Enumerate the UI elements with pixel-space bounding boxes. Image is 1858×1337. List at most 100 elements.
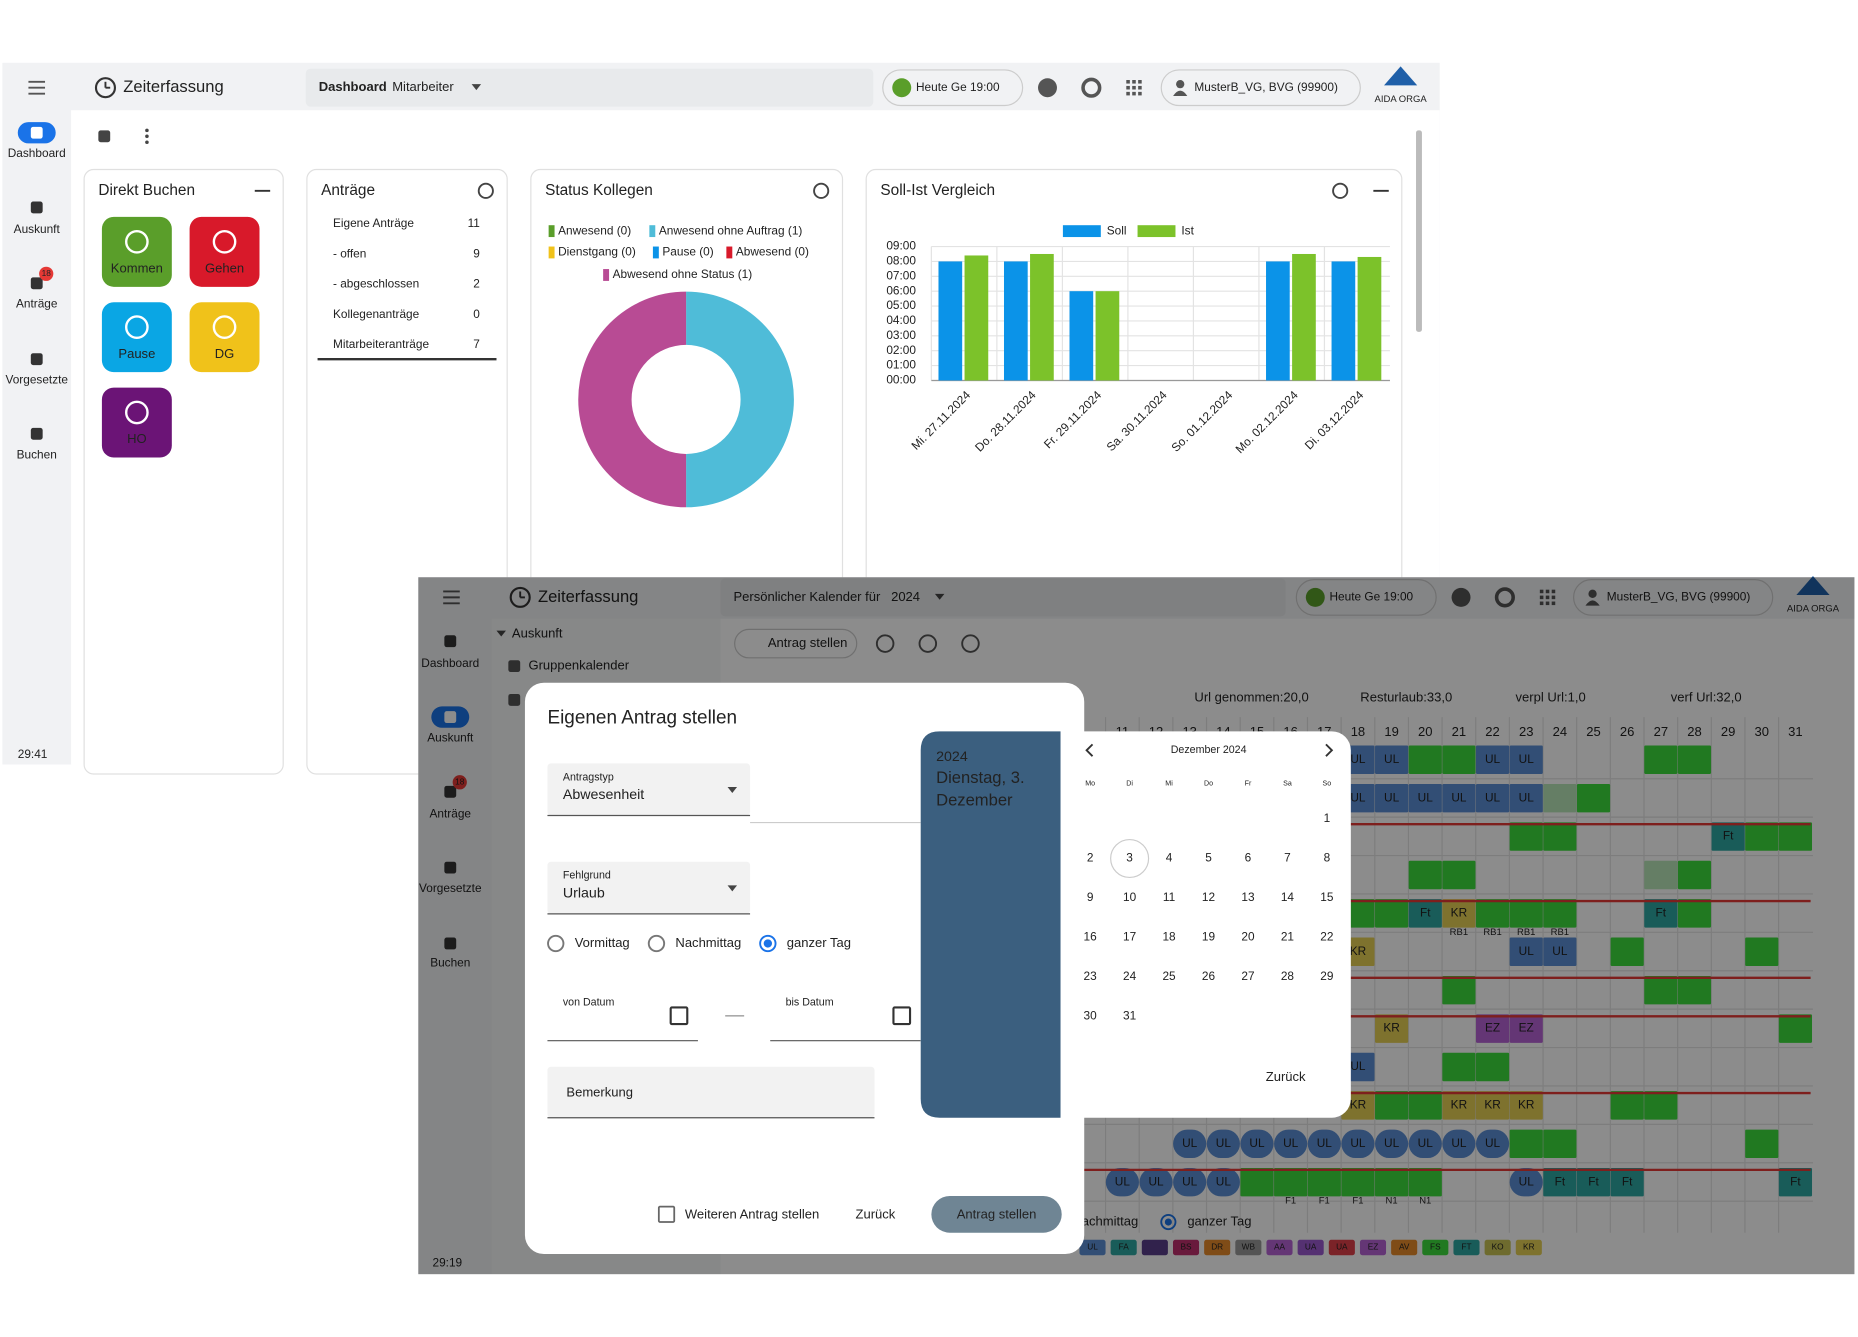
day[interactable]: 1 [1324, 811, 1331, 825]
nav-label[interactable]: Auskunft [427, 731, 474, 745]
calendar-cell [1173, 1167, 1207, 1197]
prev-month[interactable] [1085, 743, 1094, 757]
request-label[interactable]: Mitarbeiteranträge [333, 337, 430, 351]
badge-count: 18 [42, 268, 52, 278]
calendar-cell [1610, 1167, 1644, 1197]
field-label[interactable]: von Datum [563, 997, 615, 1009]
request-label[interactable]: - abgeschlossen [333, 277, 419, 291]
button-label[interactable]: Pause [118, 346, 155, 361]
cell-label: Ft [1656, 906, 1667, 920]
day[interactable]: 7 [1284, 851, 1291, 865]
submit-label[interactable]: Antrag stellen [957, 1206, 1037, 1221]
cell-label: KR [1350, 944, 1366, 958]
day[interactable]: 15 [1320, 890, 1334, 904]
icon [30, 277, 43, 290]
calendar-cell [1274, 1129, 1308, 1159]
radio-label[interactable]: Nachmittag [1072, 1213, 1138, 1228]
day[interactable]: 12 [1202, 890, 1215, 904]
cancel-button[interactable]: Zurück [856, 1206, 896, 1221]
day[interactable]: 10 [1123, 890, 1137, 904]
day[interactable]: 2 [1087, 851, 1094, 865]
radio-label[interactable]: ganzer Tag [787, 935, 851, 950]
day[interactable]: 29 [1320, 969, 1334, 983]
apps-icon [1132, 91, 1136, 96]
field-value[interactable]: Urlaub [563, 885, 605, 901]
nav-label[interactable]: Dashboard [8, 146, 66, 160]
y-tick-label: 04:00 [886, 313, 916, 327]
request-label[interactable]: - offen [333, 246, 366, 260]
day[interactable]: 24 [1123, 969, 1137, 983]
day[interactable]: 27 [1241, 969, 1254, 983]
cancel-button[interactable]: Zurück [1266, 1069, 1306, 1084]
day[interactable]: 11 [1163, 890, 1176, 904]
calendar-cell [1240, 1167, 1274, 1197]
field-label: Fehlgrund [563, 870, 611, 882]
day[interactable]: 17 [1123, 930, 1136, 944]
request-label[interactable]: Kollegenanträge [333, 307, 420, 321]
day[interactable]: 30 [1084, 1009, 1098, 1023]
calendar-cell [1677, 745, 1712, 774]
next-month[interactable] [1325, 743, 1334, 757]
day[interactable]: 9 [1087, 890, 1094, 904]
radio-label[interactable]: Vormittag [575, 935, 630, 950]
field-label[interactable]: bis Datum [786, 997, 834, 1009]
day[interactable]: 23 [1084, 969, 1098, 983]
nav-label[interactable]: Buchen [17, 447, 57, 461]
day[interactable]: 21 [1281, 930, 1295, 944]
button-label[interactable]: Gehen [205, 260, 244, 275]
day[interactable]: 8 [1324, 851, 1331, 865]
day[interactable]: 4 [1166, 851, 1173, 865]
button-icon [212, 315, 237, 339]
nav-label[interactable]: Dashboard [421, 656, 479, 670]
day[interactable]: 28 [1281, 969, 1295, 983]
day[interactable]: 3 [1126, 851, 1133, 865]
day[interactable]: 6 [1245, 851, 1252, 865]
nav-label[interactable]: Vorgesetzte [5, 373, 68, 387]
nav-label[interactable]: Vorgesetzte [419, 881, 482, 895]
day-header: 21 [1452, 724, 1466, 739]
day[interactable]: 13 [1241, 890, 1255, 904]
radio-label[interactable]: ganzer Tag [1187, 1213, 1251, 1228]
calendar-icon [892, 1006, 912, 1026]
nav-label[interactable]: Auskunft [14, 222, 61, 236]
cell-label: UL [1418, 1136, 1434, 1150]
picker-year[interactable]: 2024 [936, 749, 968, 765]
user-pill [1573, 579, 1774, 616]
day[interactable]: 20 [1241, 930, 1255, 944]
apps-icon [1551, 601, 1556, 606]
y-tick-label: 02:00 [886, 343, 916, 357]
day[interactable]: 16 [1084, 930, 1098, 944]
radio-label[interactable]: Nachmittag [675, 935, 741, 950]
calendar-cell [1711, 822, 1745, 851]
refresh-icon [1332, 182, 1349, 199]
day[interactable]: 19 [1202, 930, 1216, 944]
badge [39, 266, 54, 281]
nav-label[interactable]: Buchen [430, 956, 470, 970]
legend-chip [1204, 1239, 1231, 1256]
day[interactable]: 14 [1281, 890, 1295, 904]
calendar-cell [1509, 822, 1543, 851]
legend-swatch [1137, 225, 1176, 238]
status-icon [1305, 587, 1325, 607]
field-label[interactable]: Bemerkung [566, 1084, 633, 1099]
field-value[interactable]: Abwesenheit [563, 787, 644, 803]
nav-label[interactable]: Anträge [16, 297, 58, 311]
logo [1796, 576, 1830, 596]
request-label[interactable]: Eigene Anträge [333, 216, 414, 230]
day[interactable]: 25 [1162, 969, 1176, 983]
day[interactable]: 18 [1162, 930, 1176, 944]
day[interactable]: 31 [1123, 1009, 1137, 1023]
submenu-title[interactable]: Auskunft [512, 626, 563, 641]
toolbar-label[interactable]: Antrag stellen [768, 635, 848, 650]
button-label[interactable]: DG [215, 346, 235, 361]
calendar-cell [1375, 1167, 1409, 1197]
button-label[interactable]: Kommen [111, 260, 163, 275]
nav-label[interactable]: Anträge [430, 806, 472, 820]
day[interactable]: 26 [1202, 969, 1216, 983]
day[interactable]: 22 [1320, 930, 1333, 944]
button-label[interactable]: HO [127, 431, 147, 446]
checkbox-label[interactable]: Weiteren Antrag stellen [685, 1206, 819, 1221]
day[interactable]: 5 [1205, 851, 1212, 865]
legend-swatch [603, 269, 610, 281]
submenu-item[interactable]: Gruppenkalender [528, 658, 629, 673]
